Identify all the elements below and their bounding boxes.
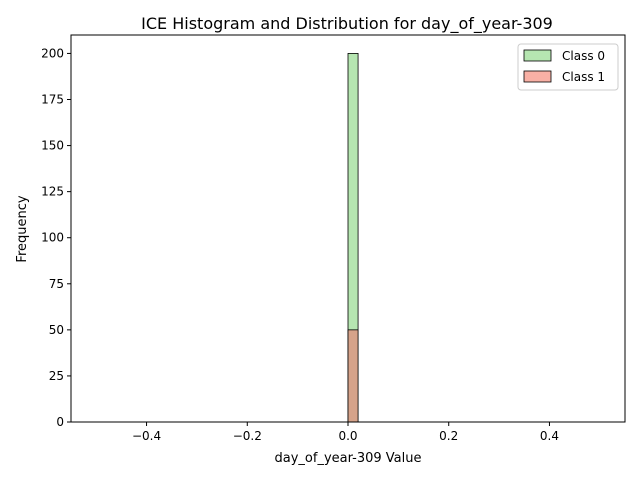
y-tick-label: 0 — [56, 415, 64, 429]
x-tick-label: 0.2 — [439, 429, 458, 443]
y-axis: 0 25 50 75 100 125 150 175 200 — [41, 46, 71, 429]
legend-label: Class 0 — [562, 49, 605, 63]
x-tick-label: 0.0 — [338, 429, 357, 443]
y-tick-label: 100 — [41, 231, 64, 245]
y-tick-label: 150 — [41, 139, 64, 153]
chart-title: ICE Histogram and Distribution for day_o… — [141, 14, 553, 34]
legend-swatch-class-0 — [523, 49, 552, 62]
x-axis-label: day_of_year-309 Value — [275, 451, 422, 466]
legend: Class 0 Class 1 — [517, 43, 619, 91]
y-tick-label: 200 — [41, 46, 64, 60]
bar-class-1-0 — [347, 329, 359, 423]
legend-label: Class 1 — [562, 70, 605, 84]
legend-swatch-class-1 — [523, 70, 552, 83]
y-tick-label: 175 — [41, 93, 64, 107]
y-tick-label: 125 — [41, 185, 64, 199]
plot-area — [347, 53, 359, 423]
y-tick-label: 50 — [49, 323, 64, 337]
y-tick-label: 75 — [49, 277, 64, 291]
x-axis: −0.4 −0.2 0.0 0.2 0.4 — [132, 422, 559, 443]
x-tick-label: 0.4 — [540, 429, 559, 443]
x-tick-label: −0.4 — [132, 429, 161, 443]
x-tick-label: −0.2 — [233, 429, 262, 443]
y-tick-label: 25 — [49, 369, 64, 383]
y-axis-label: Frequency — [15, 195, 30, 262]
